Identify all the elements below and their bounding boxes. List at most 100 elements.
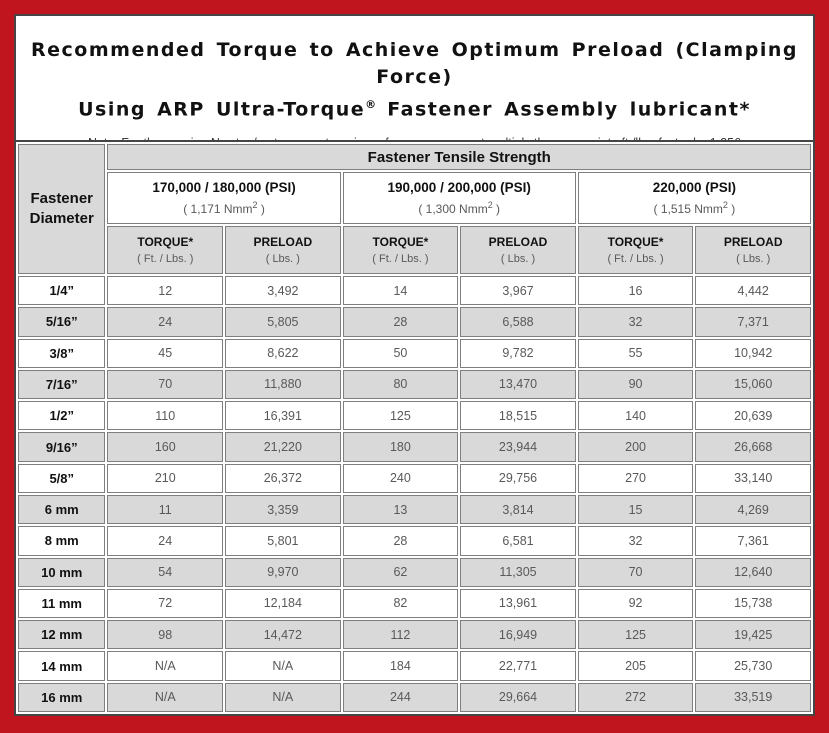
preload-value-cell: 7,371 — [695, 307, 811, 337]
torque-value-cell: 240 — [342, 463, 459, 493]
torque-value-cell: 70 — [107, 369, 224, 400]
torque-value-cell: 82 — [342, 588, 459, 619]
preload-value-cell: 15,060 — [695, 369, 811, 400]
preload-value-cell: 3,967 — [460, 276, 576, 306]
table-row: 12 mm 98 14,472 112 16,949 125 19,425 — [18, 620, 811, 650]
table-row: 9/16” 160 21,220 180 23,944 200 26,668 — [18, 432, 811, 462]
torque-value-cell: 184 — [342, 651, 459, 681]
preload-column-header-2: PRELOAD ( Lbs. ) — [460, 226, 576, 274]
preload-value-cell: 23,944 — [460, 432, 576, 462]
preload-column-header-3: PRELOAD ( Lbs. ) — [695, 226, 811, 274]
torque-value-cell: 50 — [342, 338, 459, 368]
table-row: 14 mm N/A N/A 184 22,771 205 25,730 — [18, 651, 811, 681]
torque-value-cell: 98 — [107, 620, 224, 650]
fastener-diameter-cell: 1/2” — [18, 401, 106, 431]
page-title-line2: Using ARP Ultra-Torque® Fastener Assembl… — [16, 91, 813, 123]
title-block: Recommended Torque to Achieve Optimum Pr… — [16, 16, 813, 150]
nmm-rating-1: ( 1,171 Nmm2 ) — [183, 200, 265, 216]
header-row-psi: 170,000 / 180,000 (PSI) ( 1,171 Nmm2 ) 1… — [18, 172, 811, 224]
content-box: Recommended Torque to Achieve Optimum Pr… — [14, 14, 815, 716]
page-title-line1: Recommended Torque to Achieve Optimum Pr… — [31, 39, 798, 88]
preload-value-cell: 3,492 — [225, 276, 341, 306]
torque-value-cell: 112 — [342, 620, 459, 650]
registered-trademark-symbol: ® — [365, 98, 377, 111]
psi-rating-3: 220,000 (PSI) — [652, 180, 737, 195]
torque-value-cell: 24 — [107, 526, 224, 556]
psi-group-header-2: 190,000 / 200,000 (PSI) ( 1,300 Nmm2 ) — [342, 172, 576, 224]
title-line2-tail: Fastener Assembly lubricant* — [376, 98, 751, 121]
torque-value-cell: 32 — [577, 307, 694, 337]
preload-value-cell: N/A — [225, 682, 341, 712]
torque-value-cell: 92 — [577, 588, 694, 619]
torque-column-header-3: TORQUE* ( Ft. / Lbs. ) — [577, 226, 694, 274]
preload-value-cell: 7,361 — [695, 526, 811, 556]
torque-value-cell: 200 — [577, 432, 694, 462]
preload-value-cell: 16,391 — [225, 401, 341, 431]
preload-value-cell: 5,805 — [225, 307, 341, 337]
header-row-tensile: Fastener Diameter Fastener Tensile Stren… — [18, 144, 811, 274]
fastener-diameter-cell: 16 mm — [18, 682, 106, 712]
torque-value-cell: 24 — [107, 307, 224, 337]
torque-value-cell: 12 — [107, 276, 224, 306]
nmm-rating-2: ( 1,300 Nmm2 ) — [418, 200, 501, 216]
torque-value-cell: 28 — [342, 307, 459, 337]
preload-value-cell: 3,814 — [460, 494, 576, 525]
preload-value-cell: 6,581 — [460, 526, 576, 556]
fastener-diameter-cell: 3/8” — [18, 338, 106, 368]
torque-value-cell: 140 — [577, 401, 694, 431]
table-row: 8 mm 24 5,801 28 6,581 32 7,361 — [18, 526, 811, 556]
torque-value-cell: 210 — [107, 463, 224, 493]
preload-value-cell: 26,372 — [225, 463, 341, 493]
preload-value-cell: 25,730 — [695, 651, 811, 681]
preload-value-cell: 12,640 — [695, 557, 811, 587]
fastener-diameter-header-line1: Fastener — [30, 190, 93, 207]
torque-value-cell: N/A — [107, 651, 224, 681]
fastener-diameter-cell: 5/8” — [18, 463, 106, 493]
torque-table: Fastener Diameter Fastener Tensile Stren… — [16, 142, 813, 714]
torque-value-cell: 90 — [577, 369, 694, 400]
table-row: 7/16” 70 11,880 80 13,470 90 15,060 — [18, 369, 811, 400]
psi-group-header-1: 170,000 / 180,000 (PSI) ( 1,171 Nmm2 ) — [107, 172, 341, 224]
preload-value-cell: 13,961 — [460, 588, 576, 619]
table-row: 1/4” 12 3,492 14 3,967 16 4,442 — [18, 276, 811, 306]
torque-value-cell: 125 — [342, 401, 459, 431]
fastener-diameter-cell: 11 mm — [18, 588, 106, 619]
preload-value-cell: 10,942 — [695, 338, 811, 368]
preload-value-cell: 22,771 — [460, 651, 576, 681]
torque-column-header-2: TORQUE* ( Ft. / Lbs. ) — [342, 226, 459, 274]
torque-value-cell: N/A — [107, 682, 224, 712]
torque-value-cell: 70 — [577, 557, 694, 587]
table-row: 16 mm N/A N/A 244 29,664 272 33,519 — [18, 682, 811, 712]
torque-value-cell: 28 — [342, 526, 459, 556]
fastener-diameter-cell: 7/16” — [18, 369, 106, 400]
preload-value-cell: 29,756 — [460, 463, 576, 493]
preload-value-cell: 14,472 — [225, 620, 341, 650]
fastener-diameter-cell: 5/16” — [18, 307, 106, 337]
psi-rating-1: 170,000 / 180,000 (PSI) — [152, 180, 296, 195]
psi-group-header-3: 220,000 (PSI) ( 1,515 Nmm2 ) — [577, 172, 811, 224]
table-row: 3/8” 45 8,622 50 9,782 55 10,942 — [18, 338, 811, 368]
torque-value-cell: 110 — [107, 401, 224, 431]
fastener-diameter-cell: 1/4” — [18, 276, 106, 306]
table-row: 5/16” 24 5,805 28 6,588 32 7,371 — [18, 307, 811, 337]
torque-value-cell: 160 — [107, 432, 224, 462]
nmm-rating-3: ( 1,515 Nmm2 ) — [653, 200, 736, 216]
torque-value-cell: 13 — [342, 494, 459, 525]
preload-value-cell: 11,305 — [460, 557, 576, 587]
preload-value-cell: 11,880 — [225, 369, 341, 400]
torque-value-cell: 80 — [342, 369, 459, 400]
preload-value-cell: 33,140 — [695, 463, 811, 493]
fastener-diameter-cell: 14 mm — [18, 651, 106, 681]
fastener-diameter-cell: 8 mm — [18, 526, 106, 556]
preload-value-cell: 4,269 — [695, 494, 811, 525]
torque-value-cell: 32 — [577, 526, 694, 556]
torque-value-cell: 272 — [577, 682, 694, 712]
torque-value-cell: 54 — [107, 557, 224, 587]
preload-column-header-1: PRELOAD ( Lbs. ) — [225, 226, 341, 274]
fastener-diameter-header: Fastener Diameter — [18, 144, 106, 274]
table-row: 6 mm 11 3,359 13 3,814 15 4,269 — [18, 494, 811, 525]
fastener-diameter-cell: 12 mm — [18, 620, 106, 650]
preload-value-cell: N/A — [225, 651, 341, 681]
fastener-diameter-cell: 6 mm — [18, 494, 106, 525]
torque-value-cell: 16 — [577, 276, 694, 306]
